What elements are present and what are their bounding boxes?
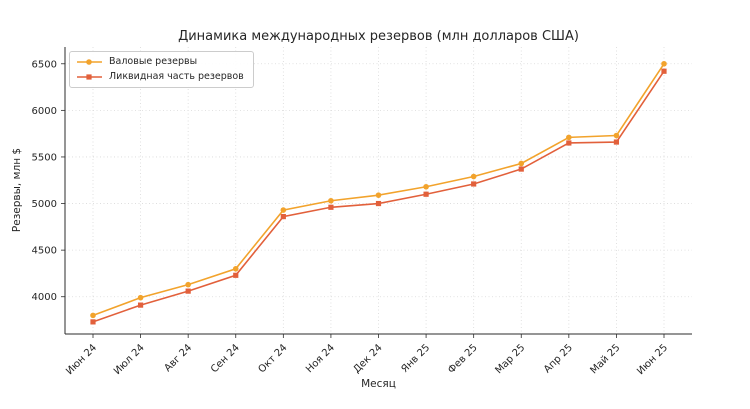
liquid-reserves-marker bbox=[280, 213, 286, 220]
gross-reserves-marker bbox=[661, 60, 667, 67]
liquid-reserves-marker bbox=[423, 191, 429, 197]
y-tick-label: 4000 bbox=[32, 292, 57, 303]
liquid-series-marker-icon bbox=[77, 74, 102, 80]
x-tick-label: Июл 24 bbox=[112, 342, 147, 377]
liquid-reserves-marker bbox=[661, 68, 667, 74]
legend-item-liquid: Ликвидная часть резервов bbox=[76, 71, 244, 83]
legend: Валовые резервы Ликвидная часть резервов bbox=[69, 51, 254, 88]
x-axis-label: Месяц bbox=[361, 378, 396, 390]
x-tick-label: Окт 24 bbox=[256, 342, 289, 375]
liquid-reserves-marker bbox=[518, 166, 524, 172]
gross-reserves-marker bbox=[613, 132, 620, 139]
x-tick-label: Авг 24 bbox=[163, 342, 195, 374]
x-tick-label: Июн 25 bbox=[635, 342, 670, 377]
x-tick-label: Сен 24 bbox=[209, 342, 242, 375]
x-tick-label: Фев 25 bbox=[446, 342, 480, 376]
y-tick-label: 4500 bbox=[32, 246, 57, 257]
gross-reserves-marker bbox=[232, 265, 239, 272]
x-tick-label: Апр 25 bbox=[542, 342, 575, 375]
liquid-reserves-marker bbox=[328, 204, 334, 210]
x-tick-label: Янв 25 bbox=[399, 342, 432, 375]
legend-item-gross: Валовые резервы bbox=[76, 56, 244, 68]
legend-label-liquid: Ликвидная часть резервов bbox=[109, 71, 244, 82]
gross-reserves-marker bbox=[185, 281, 191, 288]
liquid-reserves-marker bbox=[90, 319, 96, 325]
gross-reserves-marker bbox=[280, 207, 287, 213]
liquid-reserves-marker bbox=[375, 200, 382, 207]
legend-label-gross: Валовые резервы bbox=[109, 56, 198, 67]
x-tick-label: Мар 25 bbox=[493, 342, 527, 376]
y-tick-label: 6000 bbox=[32, 106, 57, 117]
x-tick-label: Дек 24 bbox=[351, 342, 384, 375]
liquid-reserves-marker bbox=[233, 272, 239, 278]
gross-reserves-marker bbox=[566, 134, 572, 141]
gross-reserves-marker bbox=[423, 183, 429, 190]
x-tick-label: Июн 24 bbox=[64, 342, 99, 377]
liquid-reserves-marker bbox=[471, 181, 477, 187]
liquid-reserves-marker bbox=[566, 140, 572, 146]
liquid-reserves-marker bbox=[185, 288, 191, 294]
y-tick-label: 5500 bbox=[32, 152, 57, 163]
chart-title: Динамика международных резервов (млн дол… bbox=[178, 29, 579, 44]
y-tick-label: 5000 bbox=[32, 199, 57, 210]
gross-reserves-marker bbox=[137, 294, 144, 301]
gross-reserves-marker bbox=[375, 192, 382, 198]
gross-reserves-marker bbox=[470, 173, 477, 180]
liquid-reserves-marker bbox=[613, 139, 620, 145]
x-tick-label: Май 25 bbox=[588, 342, 622, 376]
gross-reserves-line bbox=[92, 63, 665, 317]
liquid-reserves-marker bbox=[137, 302, 144, 308]
x-tick-label: Ноя 24 bbox=[304, 342, 337, 375]
y-axis-label: Резервы, млн $ bbox=[11, 147, 23, 233]
gross-reserves-marker bbox=[518, 160, 525, 167]
gross-reserves-marker bbox=[90, 312, 96, 319]
gross-series-marker-icon bbox=[77, 59, 102, 65]
gross-reserves-marker bbox=[328, 197, 334, 204]
y-tick-label: 6500 bbox=[32, 59, 57, 70]
